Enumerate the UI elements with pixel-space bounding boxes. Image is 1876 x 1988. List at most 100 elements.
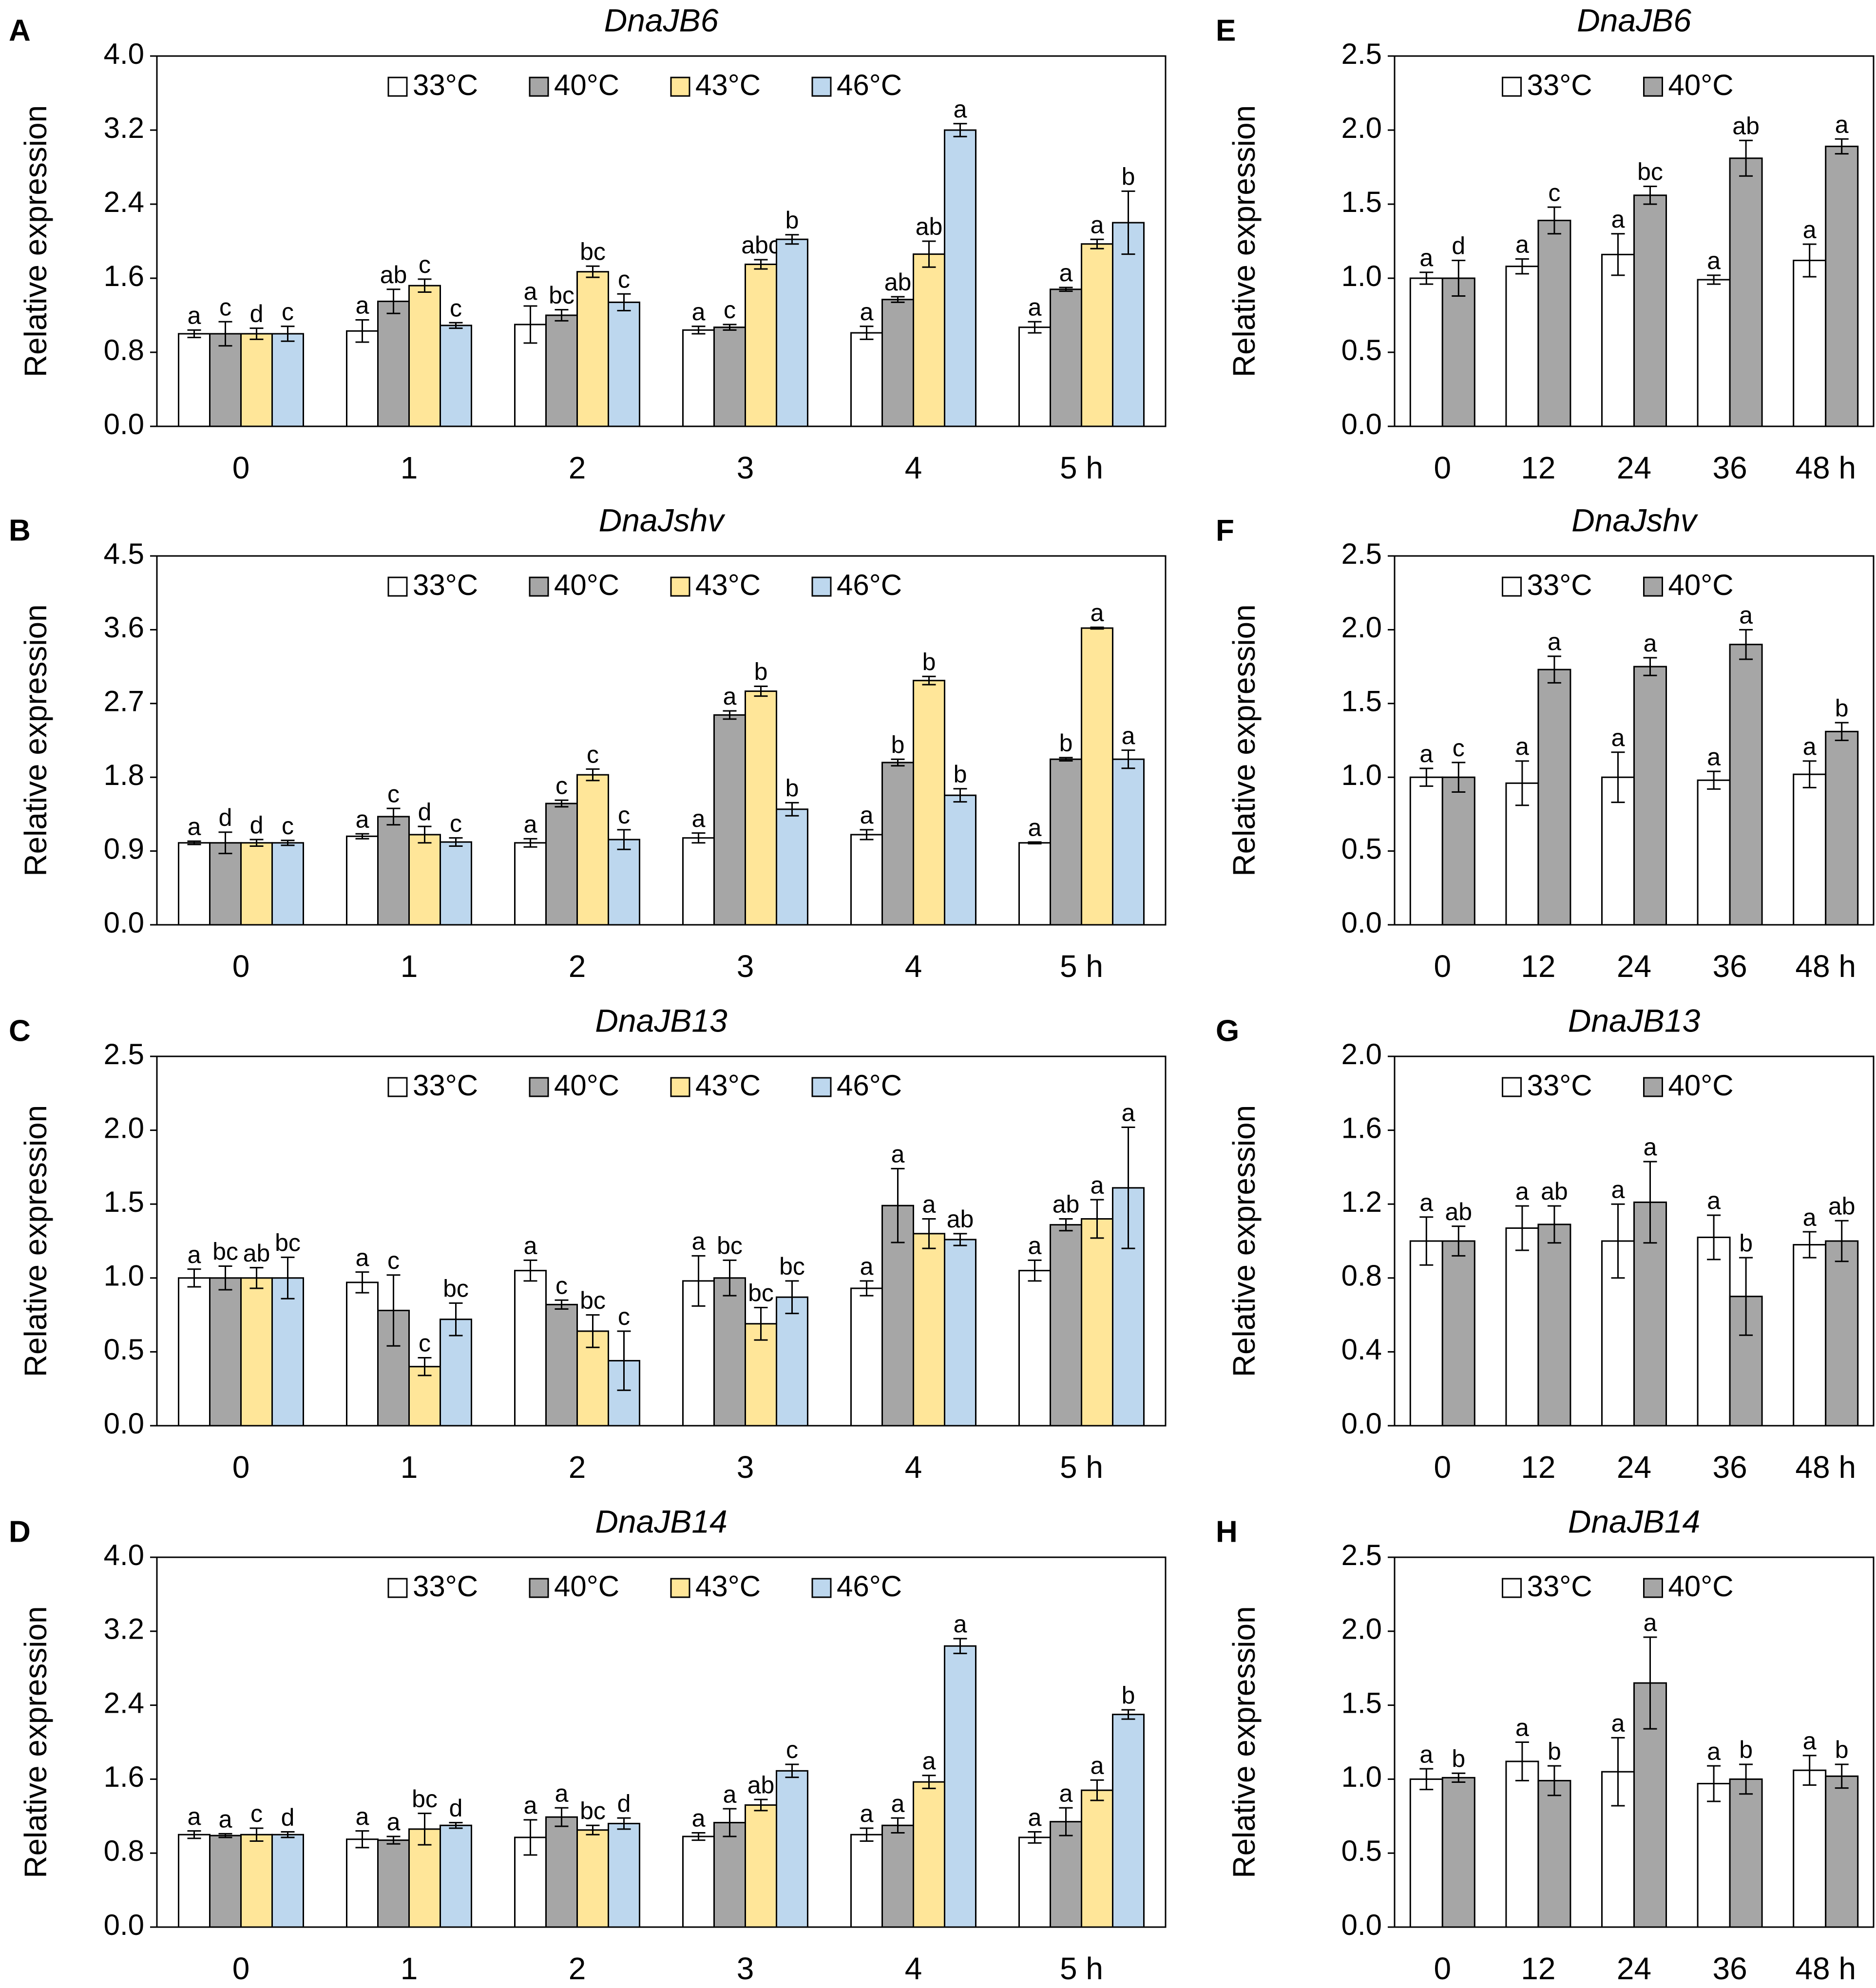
bar — [682, 837, 715, 926]
significance-letter: a — [692, 1805, 706, 1832]
panel-label: H — [1216, 1515, 1238, 1548]
significance-letter: a — [1419, 244, 1433, 271]
significance-letter: d — [281, 1804, 295, 1831]
significance-letter: a — [860, 802, 874, 829]
significance-letter: a — [1028, 1804, 1042, 1831]
panel-title: DnaJshv — [599, 502, 726, 538]
significance-letter: a — [692, 1228, 706, 1255]
significance-letter: b — [1835, 694, 1849, 722]
x-tick-label: 1 — [401, 450, 418, 485]
y-axis-label: Relative expression — [1226, 604, 1262, 877]
bar — [1729, 157, 1763, 427]
significance-letter: a — [219, 1806, 232, 1833]
bar — [1729, 644, 1763, 926]
bar — [1018, 1270, 1051, 1427]
bar — [713, 1277, 746, 1427]
x-tick-label: 48 h — [1795, 1951, 1856, 1986]
plot-frame — [1394, 555, 1875, 926]
significance-letter: d — [617, 1790, 631, 1817]
significance-letter: a — [1707, 247, 1721, 274]
bar — [1537, 219, 1571, 427]
legend-label: 46°C — [837, 69, 902, 101]
panel-title: DnaJB14 — [595, 1503, 727, 1539]
bar — [1537, 1223, 1571, 1427]
significance-letter: a — [524, 811, 537, 838]
bar — [545, 1816, 578, 1928]
bar — [209, 1277, 242, 1427]
plot-frame — [156, 55, 1167, 427]
bar — [850, 332, 883, 427]
significance-letter: bc — [580, 1287, 606, 1314]
y-tick-label: 4.0 — [104, 38, 144, 70]
bar — [1018, 1836, 1051, 1928]
bar — [209, 333, 242, 427]
bar — [1409, 277, 1443, 427]
x-tick-label: 4 — [905, 1951, 922, 1986]
significance-letter: c — [419, 1330, 431, 1357]
legend-label: 40°C — [554, 1570, 619, 1603]
legend-label: 33°C — [1527, 569, 1592, 601]
legend-label: 40°C — [554, 1069, 619, 1102]
bar — [1441, 277, 1475, 427]
x-tick-label: 4 — [905, 450, 922, 485]
significance-letter: a — [1059, 259, 1073, 287]
legend-label: 40°C — [1668, 569, 1734, 601]
bar — [271, 333, 304, 427]
significance-letter: a — [1835, 111, 1849, 138]
x-tick-label: 36 — [1713, 949, 1747, 984]
y-tick-label: 1.0 — [1341, 260, 1382, 292]
legend-label: 46°C — [837, 1069, 902, 1102]
significance-letter: b — [785, 775, 799, 802]
significance-letter: a — [1548, 628, 1561, 655]
significance-letter: a — [1028, 814, 1042, 841]
x-tick-label: 0 — [1434, 450, 1452, 485]
bar — [608, 301, 640, 427]
x-tick-label: 0 — [1434, 1450, 1452, 1485]
y-tick-label: 0.5 — [1341, 832, 1382, 865]
legend-swatch — [529, 76, 549, 97]
bar — [240, 333, 273, 427]
significance-letter: ab — [380, 261, 407, 288]
bar — [850, 834, 883, 926]
legend-label: 33°C — [413, 1570, 478, 1603]
y-tick-label: 0.0 — [104, 408, 144, 440]
bar — [1793, 260, 1827, 427]
significance-letter: b — [1122, 163, 1135, 191]
bar — [776, 1296, 808, 1427]
significance-letter: a — [1091, 1752, 1104, 1779]
bar — [440, 1824, 472, 1928]
panel-G: G DnaJB13 Relative expression 0.0 0.4 0.8 1.2 1… — [1216, 1002, 1875, 1485]
significance-letter: a — [954, 96, 967, 123]
bar — [271, 842, 304, 926]
y-axis-label: Relative expression — [1226, 1105, 1262, 1377]
significance-letter: a — [188, 1803, 201, 1830]
significance-letter: c — [419, 251, 431, 278]
significance-letter: a — [1091, 599, 1104, 627]
significance-letter: a — [922, 1191, 936, 1218]
panel-label: A — [9, 14, 31, 47]
y-tick-label: 2.5 — [1341, 38, 1382, 70]
significance-letter: a — [1739, 602, 1753, 629]
bar — [1505, 782, 1539, 926]
significance-letter: a — [1419, 1189, 1433, 1216]
bar — [1409, 1778, 1443, 1928]
significance-letter: b — [1835, 1736, 1849, 1763]
x-tick-label: 5 h — [1060, 949, 1103, 984]
y-tick-label: 4.0 — [104, 1539, 144, 1571]
significance-letter: a — [356, 805, 369, 833]
bar — [271, 1834, 304, 1928]
significance-letter: a — [1707, 1738, 1721, 1765]
legend-swatch — [1643, 76, 1663, 97]
significance-letter: a — [1707, 743, 1721, 770]
x-tick-label: 3 — [737, 1450, 754, 1485]
x-tick-label: 0 — [1434, 1951, 1452, 1986]
bar — [1112, 758, 1145, 926]
significance-letter: bc — [748, 1280, 774, 1307]
bar — [713, 326, 746, 427]
y-tick-label: 0.5 — [104, 1333, 144, 1366]
x-tick-label: 3 — [737, 450, 754, 485]
bar — [1633, 666, 1667, 926]
panel-F: F DnaJshv Relative expression 0.0 0.5 1.0 1.5 2… — [1216, 502, 1875, 984]
significance-letter: a — [356, 292, 369, 319]
x-tick-label: 0 — [232, 1450, 250, 1485]
